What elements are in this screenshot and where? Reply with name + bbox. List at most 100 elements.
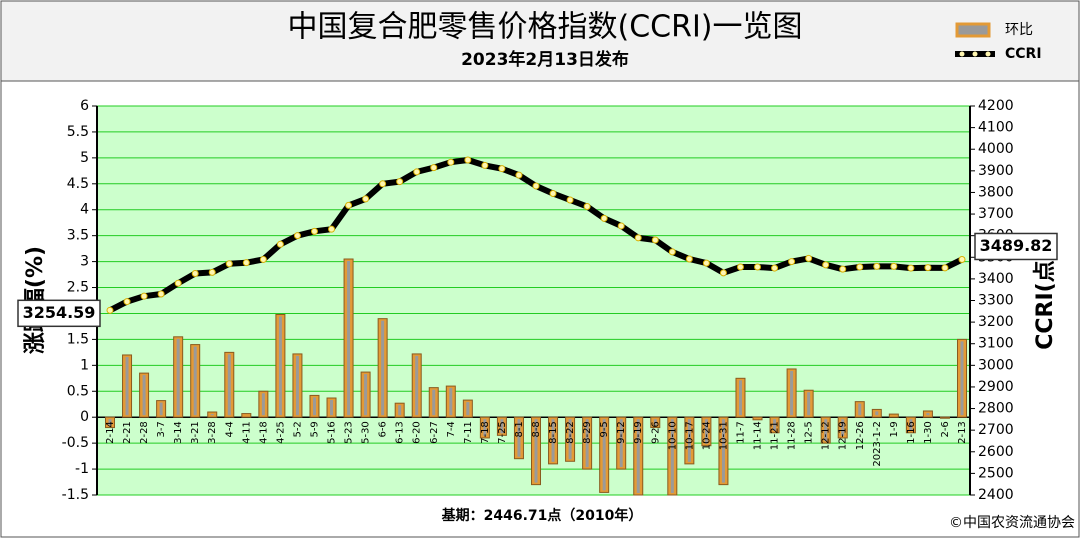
ccri-marker bbox=[328, 225, 336, 233]
y2-tick-label: 2900 bbox=[978, 379, 1014, 395]
ccri-marker bbox=[873, 262, 881, 270]
bar-inner bbox=[721, 419, 725, 483]
ccri-marker bbox=[242, 259, 250, 267]
x-tick-label: 7-25 bbox=[497, 421, 508, 444]
y2-tick-label: 4200 bbox=[978, 98, 1014, 114]
ccri-marker bbox=[839, 265, 847, 273]
ccri-marker bbox=[174, 279, 182, 287]
x-tick-label: 6-6 bbox=[378, 421, 389, 437]
legend-swatch bbox=[955, 22, 991, 38]
x-tick-label: 7-4 bbox=[446, 421, 457, 437]
x-tick-label: 6-20 bbox=[412, 421, 423, 444]
bar-inner bbox=[449, 388, 453, 416]
x-tick-label: 11-14 bbox=[753, 421, 764, 450]
y2-tick-label: 4000 bbox=[978, 141, 1014, 157]
bar-inner bbox=[210, 414, 214, 416]
x-tick-label: 10-17 bbox=[684, 421, 695, 450]
y-tick-label: 0.5 bbox=[67, 383, 89, 399]
x-tick-label: 3-7 bbox=[156, 421, 167, 437]
bar-inner bbox=[875, 411, 879, 416]
legend-label: CCRI bbox=[1005, 46, 1042, 62]
bar-inner bbox=[687, 419, 691, 462]
bar-inner bbox=[653, 419, 657, 426]
bar bbox=[939, 416, 950, 419]
x-tick-label: 5-30 bbox=[361, 421, 372, 444]
ccri-marker bbox=[685, 255, 693, 263]
y-tick-label: 0 bbox=[80, 409, 89, 425]
bar-inner bbox=[108, 419, 112, 426]
y2-tick-label: 2400 bbox=[978, 487, 1014, 503]
bar-inner bbox=[534, 419, 538, 483]
ccri-marker bbox=[651, 236, 659, 244]
x-tick-label: 8-15 bbox=[548, 421, 559, 444]
y2-tick-label: 3900 bbox=[978, 163, 1014, 179]
ccri-marker bbox=[157, 290, 165, 298]
x-tick-label: 1-16 bbox=[906, 421, 917, 444]
y2-tick-label: 2700 bbox=[978, 422, 1014, 438]
x-tick-label: 12-19 bbox=[838, 421, 849, 450]
bar-inner bbox=[551, 419, 555, 462]
x-tick-label: 3-28 bbox=[207, 421, 218, 444]
header-box bbox=[0, 0, 1080, 82]
y2-tick-label: 3100 bbox=[978, 336, 1014, 352]
ccri-marker bbox=[515, 171, 523, 179]
ccri-marker bbox=[413, 168, 421, 176]
x-tick-label: 12-12 bbox=[821, 421, 832, 450]
chart-subtitle: 2023年2月13日发布 bbox=[461, 49, 629, 70]
bar-inner bbox=[670, 419, 674, 493]
bar-inner bbox=[790, 370, 794, 416]
y2-tick-label: 3800 bbox=[978, 184, 1014, 200]
x-tick-label: 6-27 bbox=[429, 421, 440, 444]
y-tick-label: 5 bbox=[80, 150, 89, 166]
bar-inner bbox=[636, 419, 640, 493]
bar-inner bbox=[841, 419, 845, 436]
x-tick-label: 8-1 bbox=[514, 421, 525, 437]
ccri-marker bbox=[668, 248, 676, 256]
ccri-marker bbox=[396, 178, 404, 186]
legend-label: 环比 bbox=[1005, 22, 1033, 38]
y2-tick-label: 2500 bbox=[978, 465, 1014, 481]
bar-inner bbox=[381, 320, 385, 416]
ccri-marker bbox=[549, 190, 557, 198]
x-tick-label: 3-14 bbox=[173, 421, 184, 444]
bar-inner bbox=[330, 400, 334, 416]
x-tick-label: 8-22 bbox=[565, 421, 576, 444]
y2-tick-label: 3000 bbox=[978, 357, 1014, 373]
ccri-marker bbox=[856, 263, 864, 271]
x-tick-label: 8-8 bbox=[531, 421, 542, 437]
bar-inner bbox=[278, 316, 282, 416]
bar-inner bbox=[824, 419, 828, 442]
x-tick-label: 9-26 bbox=[650, 421, 661, 444]
y-tick-label: 6 bbox=[80, 98, 89, 114]
bar-inner bbox=[517, 419, 521, 457]
ccri-marker bbox=[498, 165, 506, 173]
ccri-marker bbox=[310, 227, 318, 235]
bar-inner bbox=[125, 356, 129, 416]
ccri-marker bbox=[719, 269, 727, 277]
x-tick-label: 2-14 bbox=[105, 421, 116, 444]
y-tick-label: 4.5 bbox=[67, 176, 89, 192]
ccri-marker bbox=[106, 306, 114, 314]
x-tick-label: 6-13 bbox=[395, 421, 406, 444]
bar-inner bbox=[176, 338, 180, 416]
y2-tick-label: 2800 bbox=[978, 401, 1014, 417]
ccri-marker bbox=[225, 260, 233, 268]
y2-tick-label: 3200 bbox=[978, 314, 1014, 330]
x-tick-label: 10-31 bbox=[718, 421, 729, 450]
bar-inner bbox=[926, 412, 930, 416]
bar-inner bbox=[704, 419, 708, 444]
bar-inner bbox=[364, 374, 368, 416]
bar bbox=[241, 413, 252, 418]
x-tick-label: 4-4 bbox=[224, 421, 235, 437]
bar-inner bbox=[568, 419, 572, 460]
x-tick-label: 1-30 bbox=[923, 421, 934, 444]
ccri-marker bbox=[140, 292, 148, 300]
bar-inner bbox=[960, 341, 964, 416]
value-label-box bbox=[17, 299, 101, 328]
x-tick-label: 10-24 bbox=[701, 421, 712, 450]
x-tick-label: 10-10 bbox=[667, 421, 678, 450]
x-tick-label: 11-28 bbox=[787, 421, 798, 450]
bar-inner bbox=[619, 419, 623, 468]
y-tick-label: -1 bbox=[75, 461, 89, 477]
value-label-box bbox=[974, 232, 1058, 261]
